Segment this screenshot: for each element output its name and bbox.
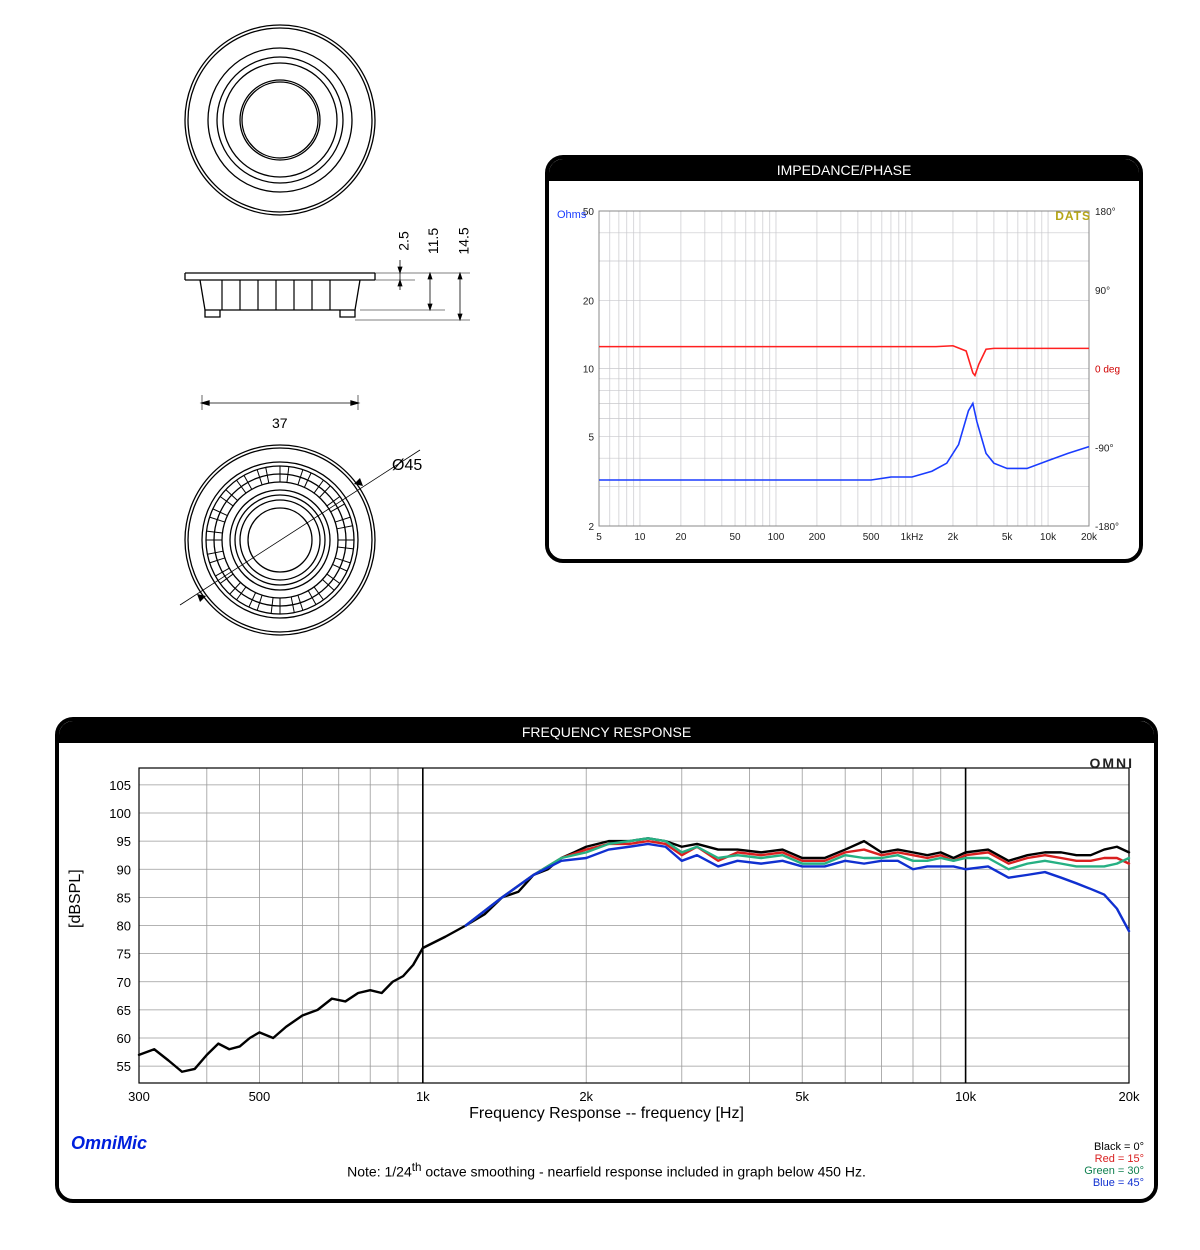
freq-title: FREQUENCY RESPONSE xyxy=(59,721,1154,743)
svg-text:60: 60 xyxy=(117,1031,131,1046)
svg-text:55: 55 xyxy=(117,1059,131,1074)
svg-text:10: 10 xyxy=(634,532,646,543)
freq-legend: Black = 0°Red = 15°Green = 30°Blue = 45° xyxy=(1084,1141,1144,1189)
dim-14.5: 14.5 xyxy=(456,227,472,254)
svg-text:300: 300 xyxy=(128,1089,150,1104)
svg-text:-180°: -180° xyxy=(1095,522,1119,533)
dats-label: DATS xyxy=(1055,209,1091,223)
impedance-title: IMPEDANCE/PHASE xyxy=(549,159,1139,181)
svg-text:2k: 2k xyxy=(948,532,960,543)
freq-response-panel: FREQUENCY RESPONSE 55 60 65 70 75 80 85 90 95 100… xyxy=(55,717,1158,1203)
svg-text:10k: 10k xyxy=(1040,532,1057,543)
freq-note: Note: 1/24th octave smoothing - nearfiel… xyxy=(59,1161,1154,1180)
dim-2.5: 2.5 xyxy=(396,231,412,250)
svg-text:90°: 90° xyxy=(1095,286,1110,297)
svg-text:200: 200 xyxy=(809,532,826,543)
ohms-label: Ohms xyxy=(557,209,586,221)
svg-text:95: 95 xyxy=(117,834,131,849)
svg-text:5k: 5k xyxy=(795,1089,809,1104)
dim-11.5: 11.5 xyxy=(425,228,441,254)
svg-text:10: 10 xyxy=(583,365,595,376)
svg-text:180°: 180° xyxy=(1095,207,1116,218)
svg-text:500: 500 xyxy=(249,1089,271,1104)
svg-text:2k: 2k xyxy=(579,1089,593,1104)
svg-text:500: 500 xyxy=(863,532,880,543)
svg-text:65: 65 xyxy=(117,1003,131,1018)
svg-text:100: 100 xyxy=(768,532,785,543)
dim-diameter: Ø45 xyxy=(392,457,422,475)
svg-text:-90°: -90° xyxy=(1095,443,1113,454)
svg-text:0 deg: 0 deg xyxy=(1095,365,1120,376)
svg-text:10k: 10k xyxy=(955,1089,976,1104)
svg-text:20k: 20k xyxy=(1081,532,1098,543)
dim-37: 37 xyxy=(272,415,288,431)
svg-text:20: 20 xyxy=(583,297,595,308)
driver-drawing: 2.5 11.5 14.5 37 Ø45 xyxy=(170,20,500,690)
svg-text:1kHz: 1kHz xyxy=(901,532,924,543)
freq-chart: 55 60 65 70 75 80 85 90 95 100 105 300 500 1k 2k 5k 10k 2… xyxy=(59,743,1146,1113)
freq-ylabel: [dBSPL] xyxy=(67,869,85,928)
impedance-chart: 51020501002005001kHz2k5k10k20k25102050-1… xyxy=(549,181,1131,553)
svg-text:1k: 1k xyxy=(416,1089,430,1104)
svg-text:2: 2 xyxy=(588,522,594,533)
omni-brand: OMNI xyxy=(1089,755,1134,771)
svg-text:20k: 20k xyxy=(1119,1089,1140,1104)
omnimic-label: OmniMic xyxy=(71,1133,147,1154)
freq-xlabel: Frequency Response -- frequency [Hz] xyxy=(59,1105,1154,1123)
svg-text:80: 80 xyxy=(117,919,131,934)
svg-text:50: 50 xyxy=(729,532,741,543)
svg-text:20: 20 xyxy=(675,532,687,543)
svg-text:70: 70 xyxy=(117,975,131,990)
svg-text:85: 85 xyxy=(117,890,131,905)
svg-text:5: 5 xyxy=(588,432,594,443)
svg-text:105: 105 xyxy=(109,778,131,793)
svg-text:75: 75 xyxy=(117,947,131,962)
svg-text:5k: 5k xyxy=(1002,532,1014,543)
svg-text:90: 90 xyxy=(117,862,131,877)
svg-text:100: 100 xyxy=(109,806,131,821)
impedance-panel: IMPEDANCE/PHASE 5 10 20 50 100 200 500 1kHz 2k 5k… xyxy=(545,155,1143,563)
svg-text:5: 5 xyxy=(596,532,602,543)
